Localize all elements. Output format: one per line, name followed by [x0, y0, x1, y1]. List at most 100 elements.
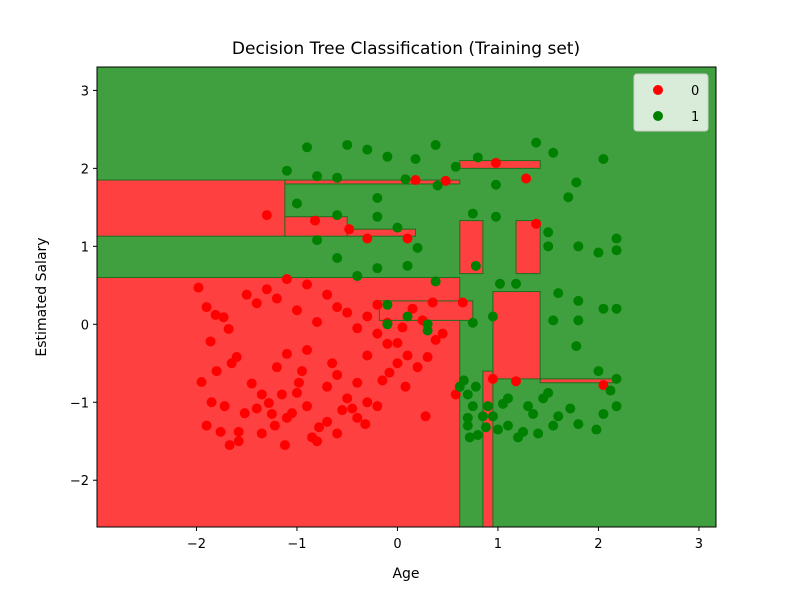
point-class-1 [598, 408, 609, 419]
point-class-1 [482, 401, 493, 412]
decision-regions [96, 160, 618, 528]
point-class-0 [296, 366, 307, 377]
x-tick-label: −1 [287, 537, 306, 552]
point-class-0 [291, 305, 302, 316]
point-class-0 [279, 440, 290, 451]
point-class-1 [470, 260, 481, 271]
point-class-0 [511, 376, 522, 387]
point-class-1 [548, 147, 559, 158]
point-class-0 [210, 309, 221, 320]
point-class-1 [611, 233, 622, 244]
point-class-0 [490, 157, 501, 168]
point-class-0 [352, 377, 363, 388]
point-class-0 [205, 336, 216, 347]
point-class-0 [302, 279, 313, 290]
x-tick-label: 1 [494, 537, 502, 552]
point-class-1 [462, 389, 473, 400]
point-class-0 [322, 289, 333, 300]
point-class-1 [472, 152, 483, 163]
point-class-0 [239, 408, 250, 419]
point-class-0 [196, 376, 207, 387]
point-class-0 [307, 432, 318, 443]
point-class-0 [342, 307, 353, 318]
point-class-0 [402, 350, 413, 361]
point-class-0 [410, 175, 421, 186]
point-class-0 [420, 411, 431, 422]
plot-area [96, 66, 717, 528]
point-class-0 [598, 380, 609, 391]
point-class-1 [312, 235, 323, 246]
point-class-1 [454, 381, 465, 392]
chart-title: Decision Tree Classification (Training s… [232, 39, 580, 59]
y-axis-label: Estimated Salary [34, 237, 50, 356]
point-class-1 [430, 276, 441, 287]
point-class-0 [302, 401, 313, 412]
point-class-1 [464, 432, 475, 443]
point-class-1 [402, 311, 413, 322]
point-class-1 [548, 420, 559, 431]
point-class-0 [407, 303, 418, 314]
point-class-0 [218, 312, 229, 323]
y-tick-label: −2 [70, 474, 89, 489]
point-class-0 [269, 420, 280, 431]
point-class-1 [382, 299, 393, 310]
point-class-0 [241, 289, 252, 300]
point-class-1 [392, 222, 403, 233]
point-class-0 [337, 405, 348, 416]
x-tick-label: −2 [187, 537, 206, 552]
point-class-1 [543, 227, 554, 238]
point-class-1 [502, 420, 513, 431]
point-class-0 [362, 311, 373, 322]
point-class-0 [271, 293, 282, 304]
point-class-1 [533, 428, 544, 439]
point-class-1 [467, 317, 478, 328]
point-class-0 [266, 408, 277, 419]
point-class-1 [422, 325, 433, 336]
x-axis-ticks: −2 −1 0 1 2 3 [187, 527, 703, 552]
y-tick-label: 2 [81, 162, 89, 177]
point-class-0 [281, 412, 292, 423]
point-class-0 [276, 389, 287, 400]
point-class-1 [543, 241, 554, 252]
point-class-0 [344, 224, 355, 235]
legend: 0 1 [633, 73, 709, 132]
legend-marker-class-1 [653, 111, 663, 121]
point-class-0 [372, 299, 383, 310]
point-class-1 [412, 242, 423, 253]
point-class-1 [332, 210, 343, 221]
point-class-0 [342, 393, 353, 404]
point-class-0 [322, 416, 333, 427]
point-class-1 [497, 398, 508, 409]
point-class-0 [362, 397, 373, 408]
point-class-1 [553, 288, 564, 299]
point-class-1 [591, 424, 602, 435]
y-tick-label: −1 [70, 396, 89, 411]
point-class-0 [412, 362, 423, 373]
scatter-points [193, 137, 622, 451]
point-class-1 [531, 137, 542, 148]
point-class-0 [206, 397, 217, 408]
point-class-0 [392, 358, 403, 369]
point-class-1 [410, 154, 421, 164]
point-class-1 [511, 278, 522, 289]
point-class-0 [377, 375, 388, 386]
point-class-0 [400, 381, 411, 392]
point-class-1 [494, 278, 505, 289]
point-class-1 [571, 341, 582, 352]
point-class-1 [490, 211, 501, 222]
y-axis-ticks: −2 −1 0 1 2 3 [70, 84, 97, 489]
point-class-1 [291, 198, 302, 209]
point-class-0 [327, 358, 338, 369]
point-class-1 [490, 179, 501, 190]
y-tick-label: 3 [81, 84, 89, 99]
point-class-1 [470, 381, 481, 392]
point-class-0 [437, 328, 448, 339]
point-class-0 [261, 284, 272, 295]
point-class-0 [487, 373, 498, 384]
point-class-1 [573, 419, 584, 430]
x-tick-label: 2 [594, 537, 602, 552]
point-class-1 [593, 366, 604, 377]
point-class-1 [548, 315, 559, 326]
point-class-0 [251, 403, 262, 414]
